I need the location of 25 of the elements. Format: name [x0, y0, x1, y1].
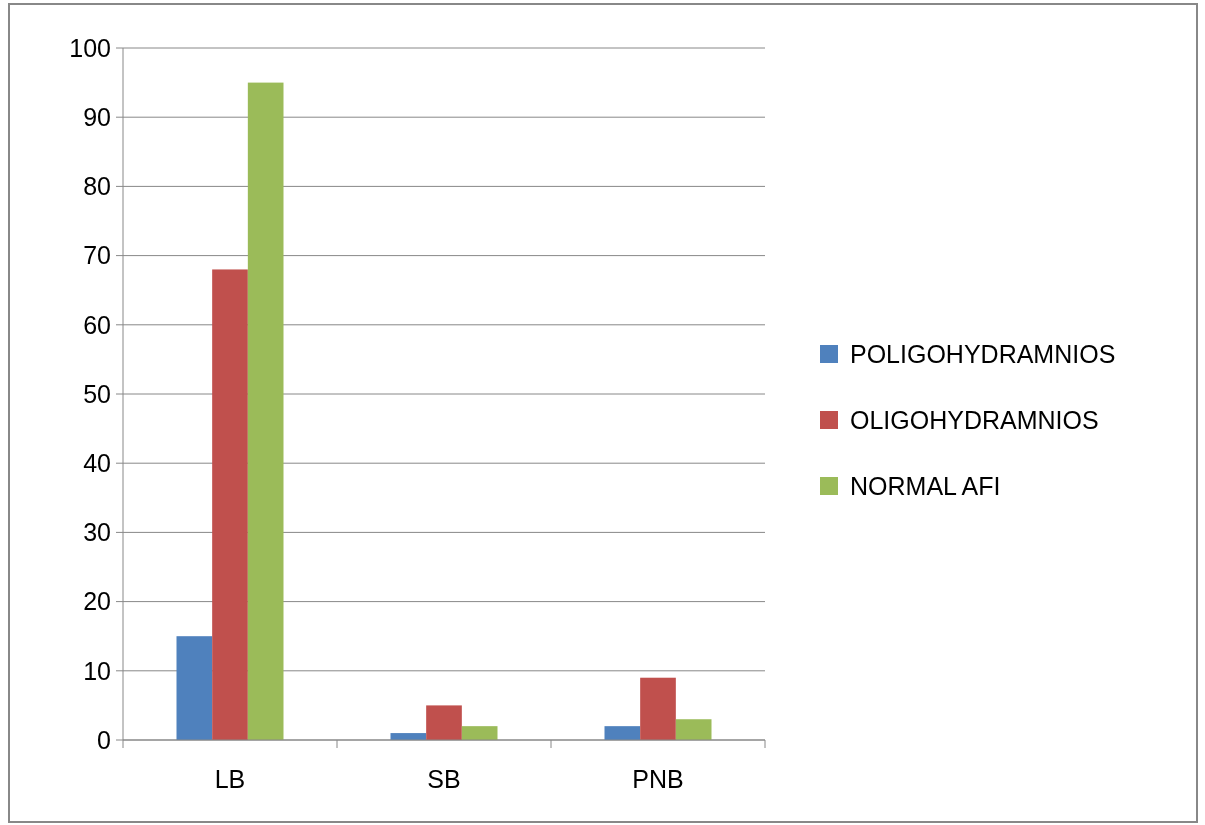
bar: [604, 726, 641, 740]
bar: [461, 726, 498, 740]
y-tick-label: 50: [83, 379, 111, 408]
bar: [426, 705, 462, 740]
legend-label: POLIGOHYDRAMNIOS: [850, 339, 1116, 368]
bar: [176, 636, 213, 740]
y-tick-label: 10: [83, 656, 111, 685]
y-tick-label: 70: [83, 241, 111, 270]
y-tick-label: 60: [83, 310, 111, 339]
legend-label: NORMAL AFI: [850, 471, 1001, 500]
y-tick-label: 40: [83, 448, 111, 477]
y-tick-label: 20: [83, 587, 111, 616]
y-tick-label: 100: [69, 33, 111, 62]
x-tick-label: PNB: [632, 765, 684, 793]
bar: [640, 677, 676, 740]
legend-label: OLIGOHYDRAMNIOS: [850, 405, 1099, 434]
bar: [675, 719, 712, 740]
bar: [212, 269, 248, 740]
y-tick-label: 90: [83, 102, 111, 131]
y-tick-label: 30: [83, 518, 111, 547]
y-tick-label: 80: [83, 172, 111, 201]
bar: [247, 82, 284, 740]
y-tick-label: 0: [97, 725, 111, 754]
x-tick-label: SB: [427, 765, 461, 793]
x-tick-label: LB: [214, 765, 246, 793]
